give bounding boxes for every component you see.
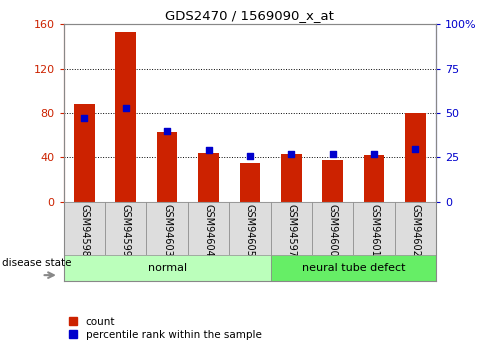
Text: disease state: disease state (2, 258, 72, 268)
Bar (74, 104, 95, 202)
Bar (322, 160, 343, 202)
Text: normal: normal (147, 263, 187, 273)
Bar (116, 32, 136, 202)
Text: GSM94597: GSM94597 (286, 205, 296, 257)
Bar (364, 155, 384, 202)
Point (163, 128, 171, 134)
Legend: count, percentile rank within the sample: count, percentile rank within the sample (69, 317, 262, 340)
Bar (64, 255, 270, 281)
Point (80, 116, 88, 121)
Bar (147, 202, 188, 255)
Bar (270, 255, 436, 281)
Text: GSM94604: GSM94604 (203, 205, 214, 257)
Text: GSM94600: GSM94600 (328, 205, 338, 257)
Bar (64, 202, 105, 255)
Point (370, 151, 378, 157)
Bar (240, 163, 260, 202)
Bar (105, 202, 147, 255)
Bar (281, 154, 302, 202)
Point (412, 146, 419, 151)
Text: GSM94598: GSM94598 (79, 205, 89, 257)
Bar (395, 202, 436, 255)
Point (246, 153, 254, 158)
Text: neural tube defect: neural tube defect (301, 263, 405, 273)
Text: GSM94599: GSM94599 (121, 205, 131, 257)
Point (122, 105, 130, 110)
Bar (157, 132, 177, 202)
Bar (188, 202, 229, 255)
Bar (353, 202, 395, 255)
Text: GSM94605: GSM94605 (245, 205, 255, 257)
Bar (405, 113, 426, 202)
Bar (270, 202, 312, 255)
Title: GDS2470 / 1569090_x_at: GDS2470 / 1569090_x_at (166, 9, 334, 22)
Text: GSM94602: GSM94602 (411, 205, 420, 257)
Point (329, 151, 337, 157)
Text: GSM94603: GSM94603 (162, 205, 172, 257)
Bar (229, 202, 270, 255)
Point (205, 148, 213, 153)
Text: GSM94601: GSM94601 (369, 205, 379, 257)
Point (287, 151, 295, 157)
Bar (198, 153, 219, 202)
Bar (312, 202, 353, 255)
